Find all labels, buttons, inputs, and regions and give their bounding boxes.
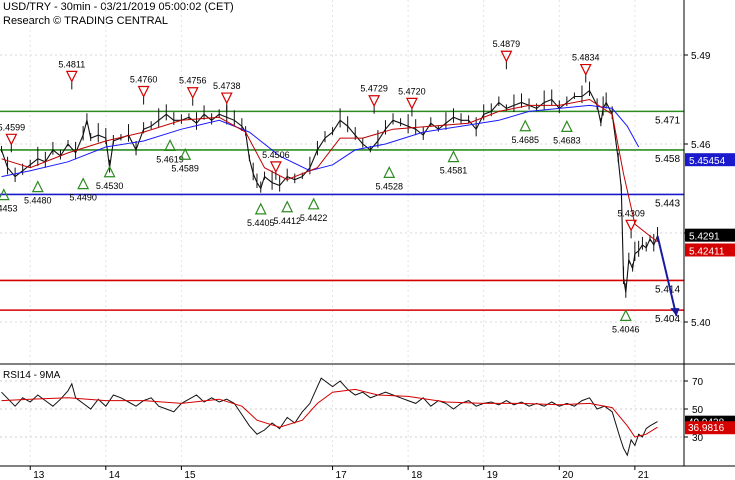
rsi-ma-tag-label: 36.9816 [688,423,725,434]
low-marker-icon [0,188,10,201]
high-marker-icon [220,92,233,105]
pivot-markers: 5.4599 5.4811 5.4760 5.4756 5.4738 5.4506 5.47… [0,39,680,334]
rsi-panel: 70503040.943836.9816 [0,377,735,457]
high-marker-icon [5,133,18,146]
low-label: 5.4422 [300,213,328,223]
high-marker-icon [579,63,592,76]
low-label: 5.4046 [612,324,640,334]
forecast-arrowhead-icon [670,308,680,317]
low-marker-icon [254,202,267,215]
x-tick-label: 13 [33,470,45,480]
x-tick-label: 19 [487,470,499,480]
high-marker-icon [186,87,199,100]
moving-average-line [1,104,640,178]
low-label: 5.4530 [96,181,124,191]
low-marker-icon [447,150,460,163]
low-label: 5.4528 [375,181,403,191]
high-marker-icon [269,161,282,174]
rsi-ma-tag [685,421,735,435]
high-label: 5.4760 [130,75,158,85]
high-marker-icon [625,219,638,232]
high-label: 5.4756 [179,76,207,86]
high-label: 5.4729 [360,84,388,94]
low-label: 5.4619 [156,154,184,164]
forecast-arrow [656,235,678,317]
low-marker-icon [619,309,632,321]
low-marker-icon [560,120,573,132]
high-label: 5.4738 [213,81,241,91]
moving-averages [1,98,658,243]
high-label: 5.4309 [617,208,645,218]
high-label: 5.4599 [0,122,25,132]
low-marker-icon [31,180,44,193]
low-marker-icon [77,177,90,190]
level-label: 5.458 [655,154,680,165]
high-marker-icon [405,97,418,110]
low-marker-icon [281,200,294,213]
low-label: 5.4589 [171,163,199,173]
high-marker-icon [500,50,513,63]
rsi-y-tick-label: 30 [692,433,704,444]
x-tick-label: 20 [562,470,574,480]
price-tag [685,153,735,167]
low-label: 5.4405 [247,218,275,228]
level-label: 5.404 [655,314,680,325]
x-tick-label: 14 [109,470,121,480]
high-label: 5.4834 [572,53,600,63]
x-tick-label: 15 [184,470,196,480]
low-marker-icon [383,166,396,178]
price-tag-label: 5.42411 [689,246,725,257]
high-label: 5.4811 [58,59,85,69]
rsi-y-tick-label: 50 [692,405,704,416]
high-label: 5.4506 [262,150,290,160]
grid [0,0,684,466]
chart-title: USD/TRY - 30min - 03/21/2019 05:00:02 (C… [3,1,234,13]
price-tag-label: 5.45454 [689,156,726,167]
rsi-line [1,377,658,457]
moving-average-line [1,98,658,243]
level-label: 5.471 [655,115,680,126]
rsi-title: RSI14 - 9MA [3,370,61,381]
y-tick-label: 5.40 [691,318,711,329]
level-label: 5.443 [655,198,680,209]
low-marker-icon [164,139,177,151]
price-tag-label: 5.4291 [689,232,720,243]
low-label: 5.4453 [0,204,18,214]
y-tick-label: 5.49 [691,51,711,62]
x-tick-label: 21 [638,470,650,480]
low-marker-icon [179,147,192,160]
high-marker-icon [65,70,78,83]
low-label: 5.4581 [440,166,468,176]
high-marker-icon [368,95,381,108]
low-marker-icon [519,119,532,132]
rsi-y-tick-label: 70 [692,377,704,388]
high-marker-icon [137,85,150,98]
low-label: 5.4490 [69,193,97,203]
low-label: 5.4412 [273,216,301,226]
price-tag [685,243,735,257]
y-tick-label: 5.46 [691,140,711,151]
low-marker-icon [307,197,320,210]
low-label: 5.4683 [553,135,581,145]
low-marker-icon [103,165,116,178]
low-label: 5.4685 [512,135,540,145]
x-tick-label: 18 [411,470,423,480]
x-tick-label: 17 [336,470,348,480]
price-tag [685,228,735,242]
high-label: 5.4720 [398,86,426,96]
support-resistance-levels: 5.471 5.458 5.443 5.414 5.404 [0,110,684,325]
research-credit: Research © TRADING CENTRAL [3,15,168,27]
rsi-ma-line [1,388,658,438]
low-label: 5.4480 [24,196,52,206]
high-label: 5.4879 [493,39,521,49]
level-label: 5.414 [655,284,680,295]
